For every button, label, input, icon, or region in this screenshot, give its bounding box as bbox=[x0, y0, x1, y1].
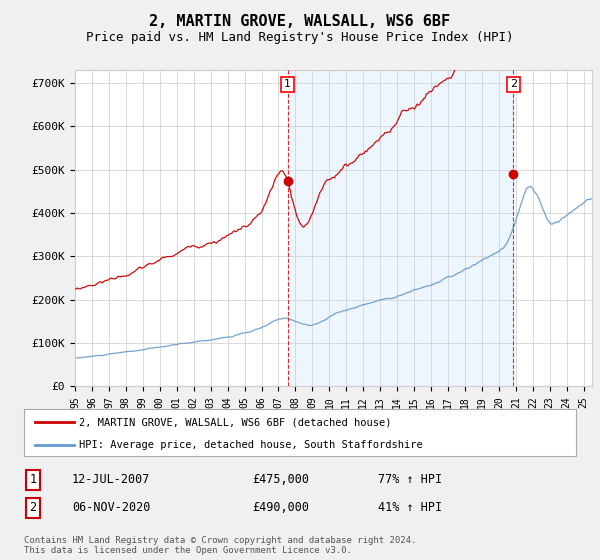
Text: 77% ↑ HPI: 77% ↑ HPI bbox=[378, 473, 442, 487]
Text: HPI: Average price, detached house, South Staffordshire: HPI: Average price, detached house, Sout… bbox=[79, 440, 423, 450]
Text: 41% ↑ HPI: 41% ↑ HPI bbox=[378, 501, 442, 515]
Text: 1: 1 bbox=[29, 473, 37, 487]
Text: 2: 2 bbox=[29, 501, 37, 515]
Bar bbox=[287, 70, 514, 386]
Text: 12-JUL-2007: 12-JUL-2007 bbox=[72, 473, 151, 487]
Text: Contains HM Land Registry data © Crown copyright and database right 2024.
This d: Contains HM Land Registry data © Crown c… bbox=[24, 536, 416, 556]
Text: 2, MARTIN GROVE, WALSALL, WS6 6BF: 2, MARTIN GROVE, WALSALL, WS6 6BF bbox=[149, 14, 451, 29]
Text: Price paid vs. HM Land Registry's House Price Index (HPI): Price paid vs. HM Land Registry's House … bbox=[86, 31, 514, 44]
Text: 2, MARTIN GROVE, WALSALL, WS6 6BF (detached house): 2, MARTIN GROVE, WALSALL, WS6 6BF (detac… bbox=[79, 417, 392, 427]
Text: £490,000: £490,000 bbox=[252, 501, 309, 515]
Text: £475,000: £475,000 bbox=[252, 473, 309, 487]
Text: 2: 2 bbox=[510, 80, 517, 90]
Text: 06-NOV-2020: 06-NOV-2020 bbox=[72, 501, 151, 515]
Text: 1: 1 bbox=[284, 80, 291, 90]
